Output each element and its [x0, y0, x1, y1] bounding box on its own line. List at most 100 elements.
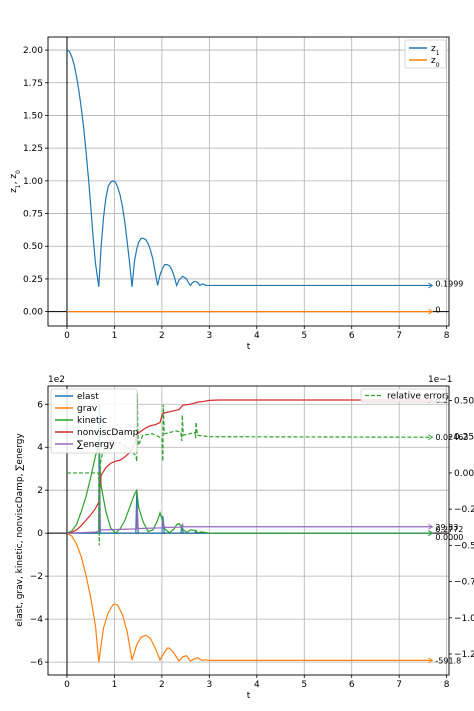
- series-line-relative-error: [66, 393, 433, 546]
- bottom-plot-y-ticks: −6 −4 −2 0 2 4 6: [30, 400, 48, 668]
- end-label-energy: 29.83: [435, 523, 458, 532]
- x-tick-label: 3: [206, 680, 212, 690]
- x-tick-label: 6: [349, 680, 355, 690]
- end-arrow-z-0: [428, 308, 434, 315]
- y-tick-label: 1.00: [23, 177, 43, 187]
- x-tick-label: 8: [444, 680, 450, 690]
- bottom-plot-y-scale-label: 1e2: [48, 375, 65, 385]
- top-plot-x-ticks: 0 1 2 3 4 5 6 7 8: [64, 326, 450, 341]
- x-tick-label: 6: [349, 331, 355, 341]
- y-tick-label: 2: [37, 486, 43, 496]
- x-tick-label: 8: [444, 331, 450, 341]
- x-tick-label: 4: [254, 331, 260, 341]
- bottom-plot-right-legend: relative error: [360, 388, 447, 403]
- bottom-plot-x-ticks: 0 1 2 3 4 5 6 7 8: [64, 675, 450, 690]
- end-arrow-z-1: [428, 282, 434, 289]
- right-y-tick-label: 0.50: [454, 396, 474, 406]
- legend-label-kinetic: kinetic: [77, 416, 107, 426]
- series-line-z-1: [66, 49, 433, 288]
- end-arrow-kinetic: [428, 530, 434, 537]
- x-tick-label: 1: [112, 331, 118, 341]
- top-plot-legend: z1 z0: [404, 39, 447, 69]
- right-y-tick-label: −0.25: [454, 505, 474, 515]
- legend-label-z1: z1: [431, 44, 440, 57]
- legend-label-nonviscdamp: nonviscDamp: [77, 428, 139, 438]
- right-y-tick-label: 0.25: [454, 433, 474, 443]
- bottom-plot-y-label: elast, grav, kinetic, nonviscDamp, ∑ener…: [15, 433, 25, 627]
- x-tick-label: 2: [159, 680, 165, 690]
- y-tick-label: −6: [30, 658, 44, 668]
- end-label-elast: 0.2772: [435, 525, 463, 534]
- right-y-tick-label: −0.50: [454, 541, 474, 551]
- series-line-kinetic: [66, 444, 433, 535]
- top-plot-y-label: z1, z0: [9, 170, 22, 193]
- legend-label-grav: grav: [77, 404, 98, 414]
- x-tick-label: 1: [112, 680, 118, 690]
- x-tick-label: 7: [396, 331, 402, 341]
- top-plot-frame: [47, 36, 450, 327]
- x-tick-label: 3: [206, 331, 212, 341]
- bottom-plot-x-label: t: [247, 691, 251, 701]
- bottom-plot: 0 1 2 3 4 5 6 7 8 −6 −4 −2 0 2 4 6 0.50 0.25 0.00 −0.25 −0…: [15, 375, 474, 701]
- x-tick-label: 7: [396, 680, 402, 690]
- end-arrow-relative-error: [428, 434, 434, 441]
- x-tick-label: 0: [64, 680, 70, 690]
- x-tick-label: 2: [159, 331, 165, 341]
- end-label-z-0: 0: [435, 306, 440, 315]
- series-line-grav: [66, 532, 433, 663]
- end-label-top-right: 5: [444, 392, 449, 401]
- top-plot-grid: [48, 37, 449, 326]
- end-label-grav: -591.8: [435, 656, 461, 665]
- bottom-plot-series: [66, 399, 433, 663]
- end-arrow-energy: [428, 523, 434, 530]
- bottom-plot-legend: elast grav kinetic nonviscDamp ∑energy: [50, 388, 139, 454]
- y-tick-label: 0.00: [23, 308, 43, 318]
- end-label-z-1: 0.1999: [435, 279, 463, 288]
- y-tick-label: −2: [30, 572, 43, 582]
- bottom-plot-right-y-scale-label: 1e−1: [428, 375, 453, 385]
- series-line-nonviscdamp: [66, 399, 433, 534]
- legend-label-energy: ∑energy: [77, 440, 115, 450]
- y-tick-label: 0.75: [23, 210, 43, 220]
- right-y-tick-label: −0.75: [454, 578, 474, 588]
- top-plot-y-ticks: 0.00 0.25 0.50 0.75 1.00 1.25 1.50 1.75 2.00: [23, 46, 48, 318]
- top-plot-series: [66, 49, 433, 313]
- right-y-tick-label: −1.00: [454, 614, 474, 624]
- right-legend-box: [360, 388, 447, 403]
- x-tick-label: 0: [64, 331, 70, 341]
- bottom-legend-items: elast grav kinetic nonviscDamp ∑energy: [55, 392, 139, 450]
- right-y-tick-label: 0.00: [454, 469, 474, 479]
- y-tick-label: 1.50: [23, 111, 43, 121]
- legend-label-z0: z0: [431, 56, 440, 69]
- bottom-plot-frame: [47, 385, 450, 676]
- top-plot-x-label: t: [247, 342, 251, 352]
- y-tick-label: 6: [37, 400, 43, 410]
- y-tick-label: −4: [30, 615, 44, 625]
- y-tick-label: 1.25: [23, 144, 43, 154]
- end-arrow-grav: [428, 657, 434, 664]
- end-label-kinetic: 0.0000: [435, 533, 463, 542]
- top-plot-end-labels: 0.1999 0: [428, 279, 463, 315]
- end-label-relative-error: 0.02463: [435, 433, 468, 442]
- y-tick-label: 0.50: [23, 242, 43, 252]
- legend-label-elast: elast: [77, 392, 99, 402]
- bottom-plot-secondary-series: [66, 393, 433, 546]
- series-line-energy: [66, 468, 433, 534]
- x-tick-label: 5: [301, 680, 307, 690]
- right-y-tick-label: −1.25: [454, 650, 474, 660]
- top-plot-zero-lines: [48, 37, 449, 326]
- legend-label-relative-error: relative error: [387, 392, 446, 402]
- y-tick-label: 2.00: [23, 46, 43, 56]
- x-tick-label: 4: [254, 680, 260, 690]
- y-tick-label: 1.75: [23, 79, 43, 89]
- top-plot: 0 1 2 3 4 5 6 7 8 0.00 0.25 0.50 0.75 1.00 1.25 1.50 1.…: [9, 36, 463, 352]
- x-tick-label: 5: [301, 331, 307, 341]
- y-tick-label: 4: [37, 443, 43, 453]
- y-tick-label: 0: [37, 529, 43, 539]
- top-legend-box: [404, 39, 447, 69]
- bottom-legend-box: [50, 388, 138, 454]
- bottom-plot-right-y-ticks: 0.50 0.25 0.00 −0.25 −0.50 −0.75 −1.00 −1.25: [449, 396, 474, 660]
- y-tick-label: 0.25: [23, 275, 43, 285]
